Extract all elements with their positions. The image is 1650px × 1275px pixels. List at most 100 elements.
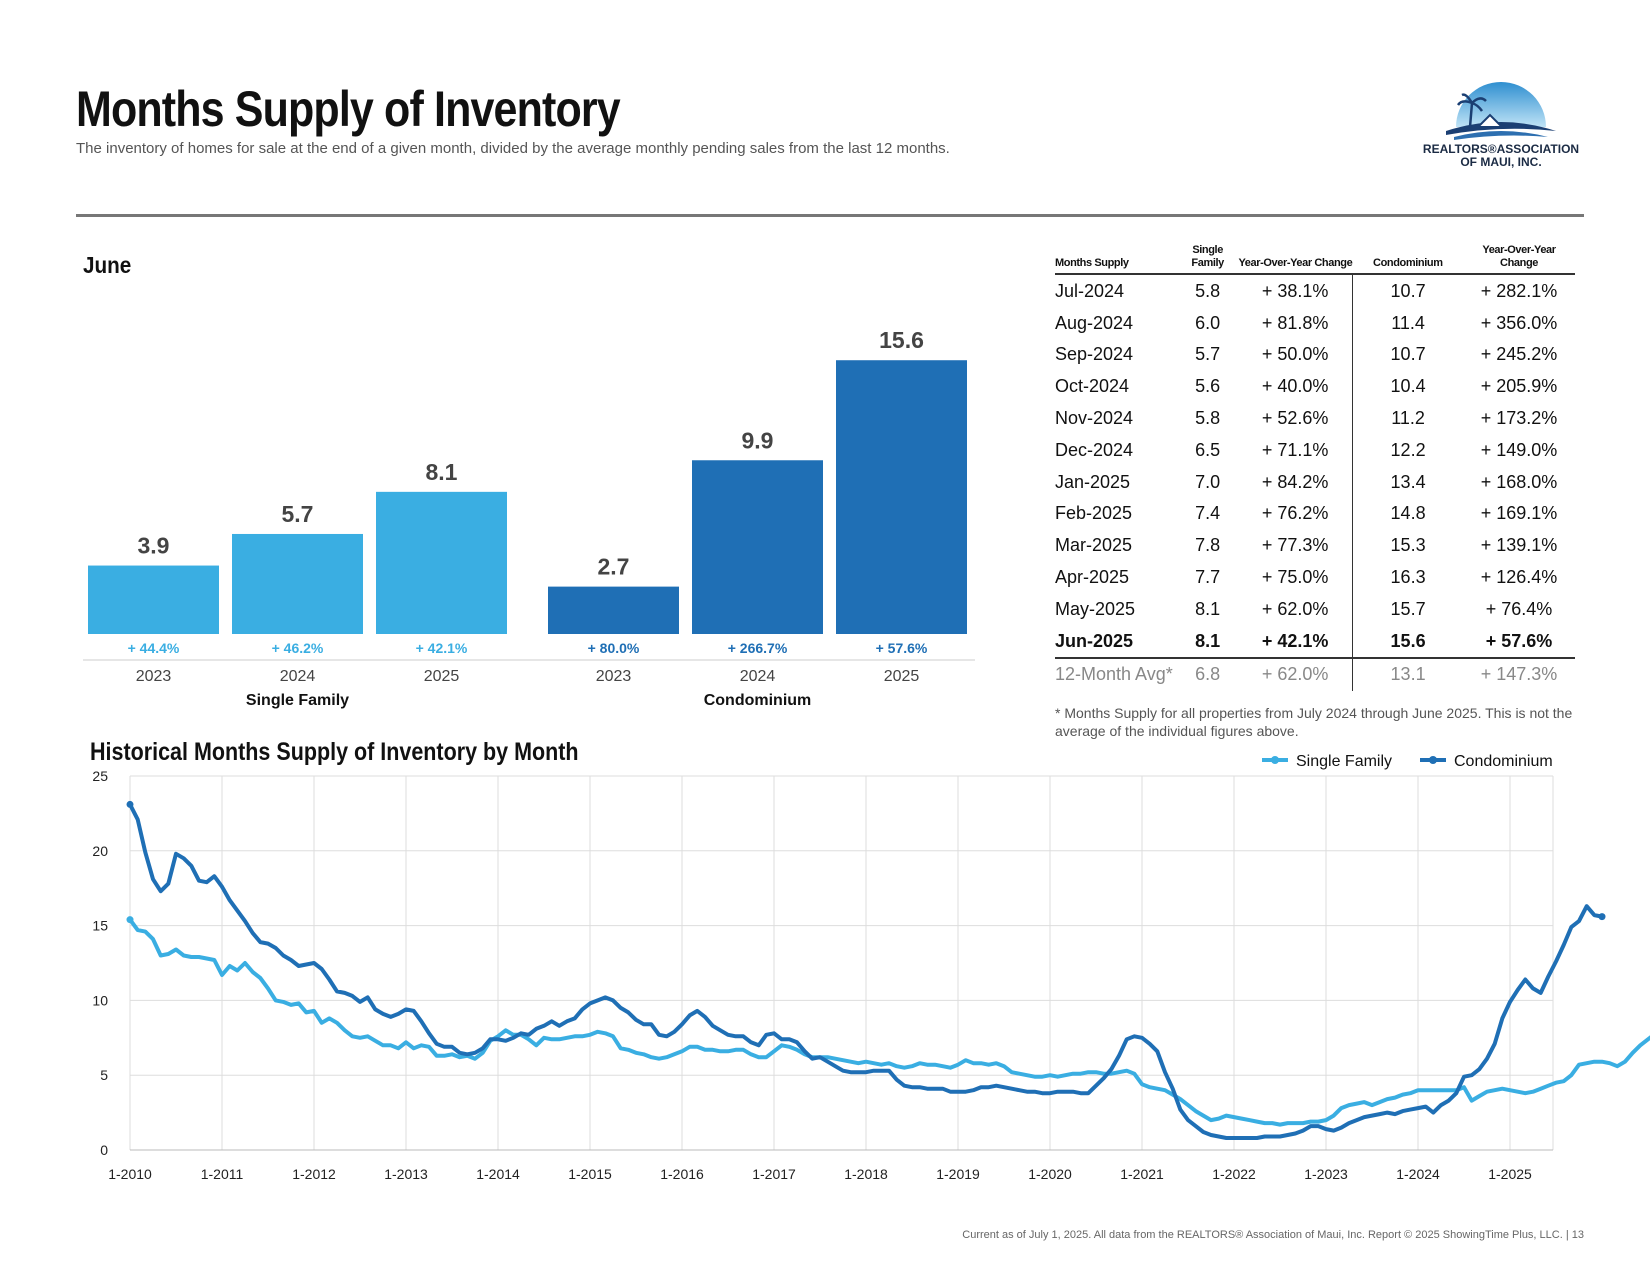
bar-value-label: 9.9	[742, 427, 774, 453]
june-bar-chart: 3.9 + 44.4% 2023 5.7 + 46.2% 2024 8.1 + 42.1% 20…	[83, 327, 975, 709]
bar-value-label: 15.6	[879, 327, 924, 353]
table-cell: + 76.2%	[1261, 503, 1329, 524]
legend-swatch-dot	[1429, 756, 1437, 764]
table-cell: + 50.0%	[1261, 344, 1329, 365]
table-cell: + 38.1%	[1261, 280, 1329, 301]
table-row: Mar-2025 7.8 + 77.3% 15.3 + 139.1%	[1055, 529, 1575, 562]
table-cell: 8.1	[1195, 598, 1221, 619]
bar-condominium-2023	[548, 586, 679, 634]
bar-condominium-2024	[692, 460, 823, 634]
bar-change-label: + 57.6%	[876, 640, 928, 656]
x-tick-label: 1-2011	[201, 1166, 244, 1182]
x-tick-label: 1-2025	[1488, 1166, 1532, 1182]
legend-label: Single Family	[1296, 753, 1392, 770]
table-cell: Dec-2024	[1055, 439, 1134, 460]
bar-value-label: 2.7	[598, 554, 630, 580]
th-condo-change: Year-Over-Year Change	[1482, 244, 1556, 270]
x-tick-label: 1-2014	[476, 1166, 520, 1182]
historical-chart-title: Historical Months Supply of Inventory by…	[90, 738, 579, 766]
x-tick-label: 1-2017	[752, 1166, 796, 1182]
table-cell: + 40.0%	[1261, 376, 1329, 397]
x-tick-label: 1-2018	[844, 1166, 888, 1182]
table-cell: Jul-2024	[1055, 280, 1125, 301]
x-tick-label: 1-2020	[1028, 1166, 1072, 1182]
table-cell: 10.7	[1352, 274, 1464, 308]
page-footer: Current as of July 1, 2025. All data fro…	[962, 1229, 1584, 1241]
table-row: Oct-2024 5.6 + 40.0% 10.4 + 205.9%	[1055, 370, 1575, 403]
bar-year-label: 2024	[740, 668, 776, 685]
bar-year-label: 2025	[884, 668, 920, 685]
bar-year-label: 2024	[280, 668, 316, 685]
x-tick-label: 1-2013	[384, 1166, 428, 1182]
bar-change-label: + 80.0%	[588, 640, 640, 656]
table-cell: + 84.2%	[1261, 471, 1329, 492]
x-tick-label: 1-2024	[1396, 1166, 1440, 1182]
months-supply-table: Months Supply Single Family Year-Over-Ye…	[1055, 244, 1575, 691]
y-tick-label: 5	[100, 1067, 108, 1083]
table-cell: + 52.6%	[1261, 407, 1329, 428]
table-cell: 15.6	[1352, 625, 1464, 659]
table-cell: Feb-2025	[1055, 503, 1133, 524]
table-cell: 10.4	[1352, 370, 1464, 403]
table-cell: 12.2	[1352, 434, 1464, 467]
x-tick-label: 1-2023	[1304, 1166, 1348, 1182]
table-cell: + 57.6%	[1463, 625, 1575, 659]
table-cell: 15.7	[1352, 593, 1464, 626]
table-cell: + 173.2%	[1480, 407, 1558, 428]
table-cell: Mar-2025	[1055, 535, 1133, 556]
logo-wave	[1446, 122, 1556, 135]
table-cell: 5.8	[1195, 280, 1221, 301]
logo-sky	[1456, 82, 1546, 127]
logo-wave-2	[1454, 131, 1548, 140]
y-tick-label: 20	[92, 843, 108, 859]
y-tick-label: 0	[100, 1142, 108, 1158]
bar-group-label: Condominium	[704, 692, 812, 709]
table-cell: + 71.1%	[1261, 439, 1329, 460]
table-cell: 7.8	[1195, 535, 1221, 556]
header-divider	[76, 214, 1584, 217]
page-subtitle: The inventory of homes for sale at the e…	[76, 140, 950, 157]
table-cell: 6.5	[1195, 439, 1221, 460]
table-row: Feb-2025 7.4 + 76.2% 14.8 + 169.1%	[1055, 497, 1575, 530]
bar-condominium-2025	[836, 360, 967, 634]
bar-change-label: + 42.1%	[416, 640, 468, 656]
table-cell: 14.8	[1352, 497, 1464, 530]
historical-line-chart: 0 5 10 15 20 25 1-2010 1-2011 1-2012 1-2013 1-2014…	[92, 753, 1650, 1182]
bar-single-family-2023	[88, 565, 219, 634]
table-cell: + 139.1%	[1480, 535, 1558, 556]
table-footnote: * Months Supply for all properties from …	[1055, 705, 1573, 740]
series-start-point	[126, 916, 134, 924]
logo-house-icon	[1475, 113, 1505, 128]
table-cell: + 169.1%	[1480, 503, 1558, 524]
bar-change-label: + 44.4%	[128, 640, 180, 656]
table-cell: + 81.8%	[1261, 312, 1329, 333]
table-cell: 5.6	[1195, 376, 1221, 397]
table-cell: 16.3	[1352, 561, 1464, 594]
x-tick-label: 1-2016	[660, 1166, 704, 1182]
bar-change-label: + 46.2%	[272, 640, 324, 656]
table-cell: + 62.0%	[1261, 598, 1329, 619]
table-cell: + 42.1%	[1238, 625, 1353, 659]
x-tick-label: 1-2021	[1120, 1166, 1164, 1182]
page-title: Months Supply of Inventory	[76, 81, 621, 137]
table-cell: + 356.0%	[1480, 312, 1558, 333]
table-cell: 6.8	[1195, 664, 1221, 685]
table-cell: + 168.0%	[1480, 471, 1558, 492]
bar-single-family-2025	[376, 491, 507, 634]
series-line-condominium	[128, 802, 1604, 1140]
table-row: Dec-2024 6.5 + 71.1% 12.2 + 149.0%	[1055, 434, 1575, 467]
table-cell: 7.4	[1195, 503, 1221, 524]
table-cell: 15.3	[1352, 529, 1464, 562]
table-row: Sep-2024 5.7 + 50.0% 10.7 + 245.2%	[1055, 338, 1575, 371]
table-cell: 7.0	[1195, 471, 1221, 492]
th-sf-change: Year-Over-Year Change	[1238, 257, 1353, 270]
y-tick-label: 25	[92, 768, 108, 784]
legend-label: Condominium	[1454, 753, 1553, 770]
table-row-12-month-avg: 12-Month Avg* 6.8 + 62.0% 13.1 + 147.3%	[1055, 657, 1575, 691]
legend-swatch-dot	[1271, 756, 1279, 764]
table-cell: 8.1	[1177, 625, 1239, 659]
x-tick-label: 1-2012	[292, 1166, 336, 1182]
table-cell: 7.7	[1195, 566, 1221, 587]
table-cell: 13.1	[1352, 657, 1464, 691]
th-condominium: Condominium	[1373, 257, 1443, 270]
